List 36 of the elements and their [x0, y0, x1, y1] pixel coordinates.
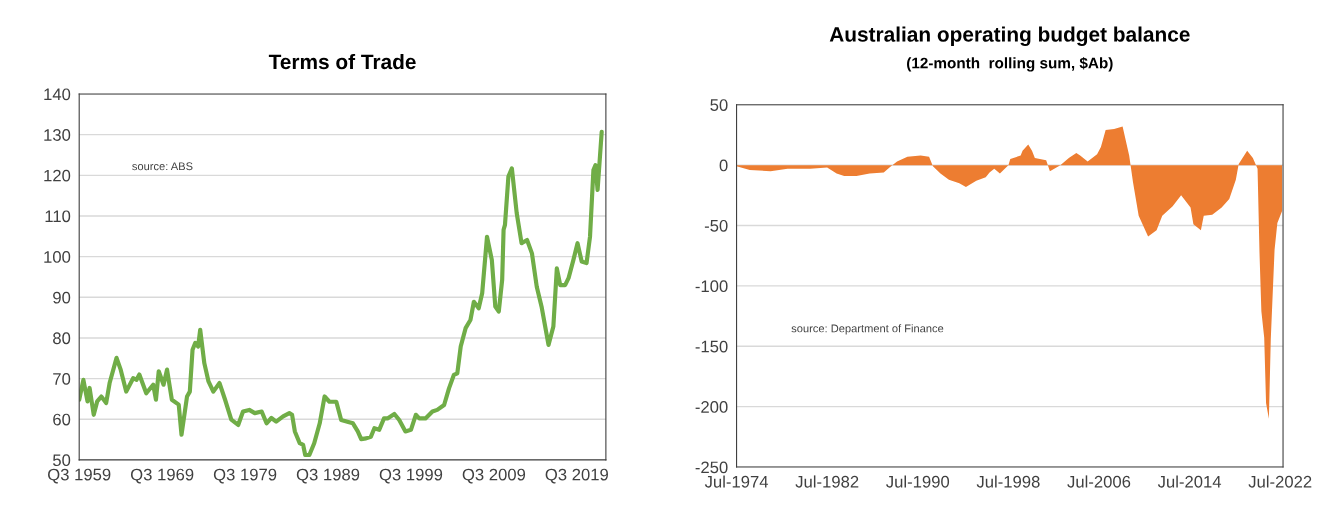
- x-tick-label: Q3 1959: [48, 468, 111, 484]
- x-tick-label: Jul-2014: [1157, 475, 1222, 488]
- y-tick-label: 100: [44, 251, 71, 263]
- x-tick-label: Q3 1989: [296, 468, 360, 484]
- y-tick-label: 110: [45, 210, 71, 223]
- x-tick-label: Jul-1990: [886, 475, 950, 488]
- y-tick-label: -100: [695, 280, 728, 293]
- y-tick-label: -250: [695, 461, 728, 474]
- y-tick-label: 0: [719, 159, 728, 172]
- y-tick-label: 60: [53, 413, 71, 426]
- annotation: source: Department of Finance: [791, 324, 944, 335]
- x-tick-label: Q3 2019: [545, 468, 608, 484]
- y-tick-label: -150: [695, 340, 728, 353]
- y-tick-label: 80: [53, 332, 71, 345]
- y-tick-label: -50: [704, 219, 728, 232]
- annotation: source: ABS: [132, 162, 193, 171]
- x-tick-label: Jul-1974: [704, 475, 769, 488]
- y-tick-label: 130: [44, 129, 71, 141]
- y-tick-label: 90: [53, 291, 71, 304]
- x-tick-label: Jul-2006: [1067, 475, 1131, 488]
- x-tick-label: Jul-1982: [795, 475, 859, 488]
- y-tick-label: 70: [53, 373, 71, 385]
- x-tick-label: Q3 1999: [379, 468, 443, 484]
- y-tick-label: 50: [710, 99, 728, 111]
- x-tick-label: Q3 1969: [130, 468, 194, 484]
- y-tick-label: 120: [44, 169, 71, 182]
- x-tick-label: Jul-2022: [1248, 475, 1312, 488]
- y-tick-label: 50: [53, 454, 71, 467]
- chart-title: Australian operating budget balance: [829, 26, 1190, 46]
- y-tick-label: 140: [44, 88, 71, 101]
- x-tick-label: Jul-1998: [976, 475, 1040, 488]
- x-tick-label: Q3 2009: [462, 468, 526, 484]
- chart-subtitle: (12-month rolling sum, $Ab): [907, 56, 1113, 72]
- y-tick-label: -200: [695, 401, 728, 413]
- x-tick-label: Q3 1979: [213, 468, 277, 484]
- chart-title: Terms of Trade: [268, 53, 416, 70]
